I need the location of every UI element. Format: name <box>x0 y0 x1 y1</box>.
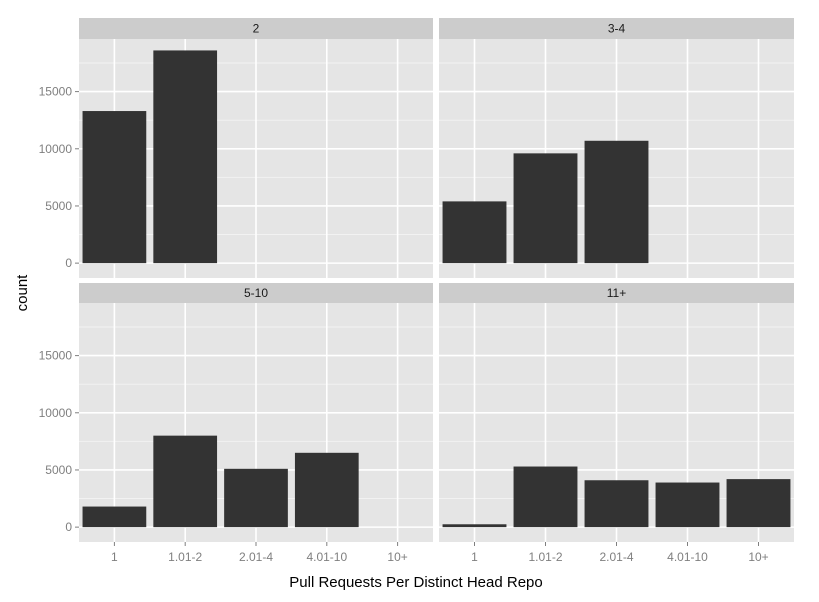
facet-panel: 2 <box>79 18 433 278</box>
facet-strip <box>439 18 794 39</box>
facet-panel: 11+ <box>439 283 794 542</box>
bar <box>442 201 507 264</box>
y-tick-label: 5000 <box>45 199 72 213</box>
facet-panel: 5-10 <box>79 283 433 542</box>
bar <box>294 452 359 528</box>
x-axis-title: Pull Requests Per Distinct Head Repo <box>289 574 542 591</box>
facet-panels: 2 3-4 5-10 11+ <box>79 18 794 542</box>
x-tick-label: 4.01-10 <box>306 550 347 564</box>
y-tick-label: 0 <box>65 256 72 270</box>
x-tick-label: 10+ <box>748 550 768 564</box>
y-tick-label: 15000 <box>39 85 73 99</box>
x-tick-label: 1.01-2 <box>528 550 562 564</box>
facet-panel: 3-4 <box>439 18 794 278</box>
bar <box>513 153 578 264</box>
bar <box>224 468 288 528</box>
y-tick-label: 5000 <box>45 463 72 477</box>
x-tick-label: 1 <box>111 550 118 564</box>
bar <box>442 524 507 528</box>
x-axes: 1 1.01-2 2.01-4 4.01-10 10+ 1 1.01-2 2.01-4 4.01… <box>111 542 769 564</box>
x-tick-label: 1 <box>471 550 478 564</box>
x-tick-label: 2.01-4 <box>599 550 633 564</box>
facet-strip-label: 5-10 <box>244 286 268 300</box>
facet-strip <box>79 283 433 303</box>
bar <box>82 506 147 528</box>
bar <box>584 140 649 264</box>
x-tick-label: 1.01-2 <box>168 550 202 564</box>
bar <box>153 50 218 264</box>
facet-strip-label: 11+ <box>607 286 626 300</box>
y-axes: 0 5000 10000 15000 0 5000 10000 15000 <box>39 85 79 534</box>
facet-strip-label: 3-4 <box>608 22 626 36</box>
bar <box>513 466 578 528</box>
bar <box>726 479 791 528</box>
facet-strip-label: 2 <box>253 22 260 36</box>
y-axis-title: count <box>14 274 31 312</box>
y-tick-label: 10000 <box>39 406 73 420</box>
y-tick-label: 15000 <box>39 349 73 363</box>
y-tick-label: 0 <box>65 520 72 534</box>
facet-strip <box>79 18 433 39</box>
x-tick-label: 10+ <box>387 550 407 564</box>
bar <box>584 480 649 528</box>
bar <box>153 435 218 528</box>
y-tick-label: 10000 <box>39 142 73 156</box>
x-tick-label: 4.01-10 <box>667 550 708 564</box>
bar <box>82 111 147 264</box>
facet-strip <box>439 283 794 303</box>
x-tick-label: 2.01-4 <box>239 550 273 564</box>
bar <box>655 482 720 528</box>
